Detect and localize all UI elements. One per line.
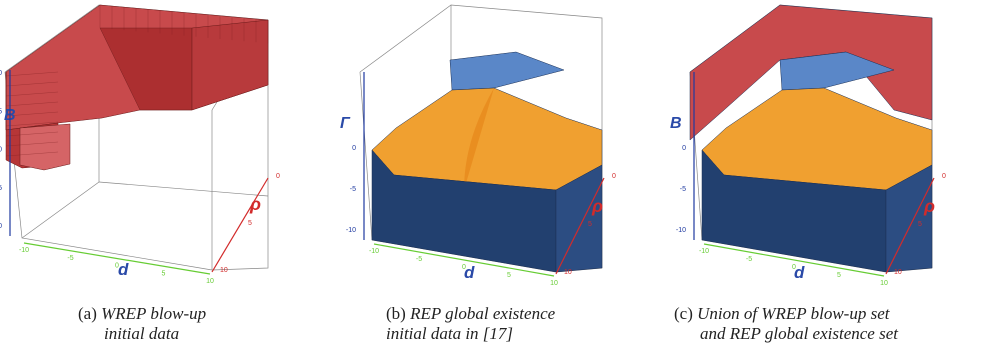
tick-label: -5 <box>0 185 2 192</box>
global-existence-surface <box>372 52 602 272</box>
axis-label-gamma: Γ <box>340 115 351 132</box>
caption-tag: (a) <box>78 304 97 323</box>
tick-label: 10 <box>880 280 888 287</box>
caption-text: and REP global existence set <box>674 324 898 344</box>
tick-label: 0 <box>682 145 686 152</box>
tick-label: 5 <box>588 221 592 228</box>
tick-label: -10 <box>346 227 356 234</box>
tick-label: 0 <box>276 173 280 180</box>
tick-label: -10 <box>0 223 2 230</box>
tick-label: 10 <box>894 269 902 276</box>
caption-text: initial data in [17] <box>386 324 555 344</box>
tick-label: 10 <box>550 280 558 287</box>
caption-text: Union of WREP blow-up set <box>697 304 889 323</box>
tick-label: -10 <box>676 227 686 234</box>
tick-label: 0 <box>352 145 356 152</box>
caption-c: (c) Union of WREP blow-up set and REP gl… <box>674 304 898 344</box>
axis-label-rho: ρ <box>249 194 261 214</box>
tick-label: 0 <box>115 263 119 270</box>
tick-label: 0 <box>462 264 466 271</box>
tick-label: -5 <box>350 186 356 193</box>
tick-label: 0 <box>0 147 2 154</box>
tick-label: 10 <box>220 267 228 274</box>
caption-b: (b) REP global existence initial data in… <box>386 304 555 344</box>
tick-label: -5 <box>416 256 422 263</box>
caption-tag: (c) <box>674 304 693 323</box>
tick-label: 5 <box>248 220 252 227</box>
tick-label: 5 <box>918 221 922 228</box>
blowup-surface <box>6 5 268 170</box>
tick-label: -10 <box>699 248 709 255</box>
tick-label: -5 <box>680 186 686 193</box>
tick-label: 10 <box>206 278 214 285</box>
tick-label: -10 <box>19 247 29 254</box>
tick-label: 10 <box>564 269 572 276</box>
tick-label: 5 <box>507 272 511 279</box>
tick-label: -10 <box>369 248 379 255</box>
union-surface <box>690 5 932 272</box>
tick-label: -5 <box>67 255 73 262</box>
tick-label: 0 <box>792 264 796 271</box>
caption-text: REP global existence <box>410 304 555 323</box>
caption-text: WREP blow-up <box>101 304 206 323</box>
tick-label: 5 <box>0 108 2 115</box>
axis-label-B: B <box>670 115 682 132</box>
tick-label: 0 <box>612 173 616 180</box>
figure-panel-c: B d ρ 0 -5 -10 -10 -5 0 5 10 10 5 0 (c) Union of W… <box>664 0 964 300</box>
caption-text: initial data <box>78 324 206 344</box>
axis-label-d: d <box>118 260 129 279</box>
tick-label: 5 <box>162 270 166 277</box>
caption-a: (a) WREP blow-up initial data <box>78 304 206 344</box>
figure-panel-b: Γ d ρ 0 -5 -10 -10 -5 0 5 10 10 5 0 (b) REP global… <box>334 0 634 300</box>
tick-label: 0 <box>942 173 946 180</box>
axis-label-rho: ρ <box>923 196 935 216</box>
tick-label: 10 <box>0 70 2 77</box>
tick-label: 5 <box>837 272 841 279</box>
caption-tag: (b) <box>386 304 406 323</box>
tick-label: -5 <box>746 256 752 263</box>
axis-label-rho: ρ <box>591 196 603 216</box>
